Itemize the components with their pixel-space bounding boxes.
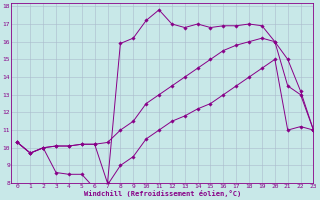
X-axis label: Windchill (Refroidissement éolien,°C): Windchill (Refroidissement éolien,°C)	[84, 190, 241, 197]
